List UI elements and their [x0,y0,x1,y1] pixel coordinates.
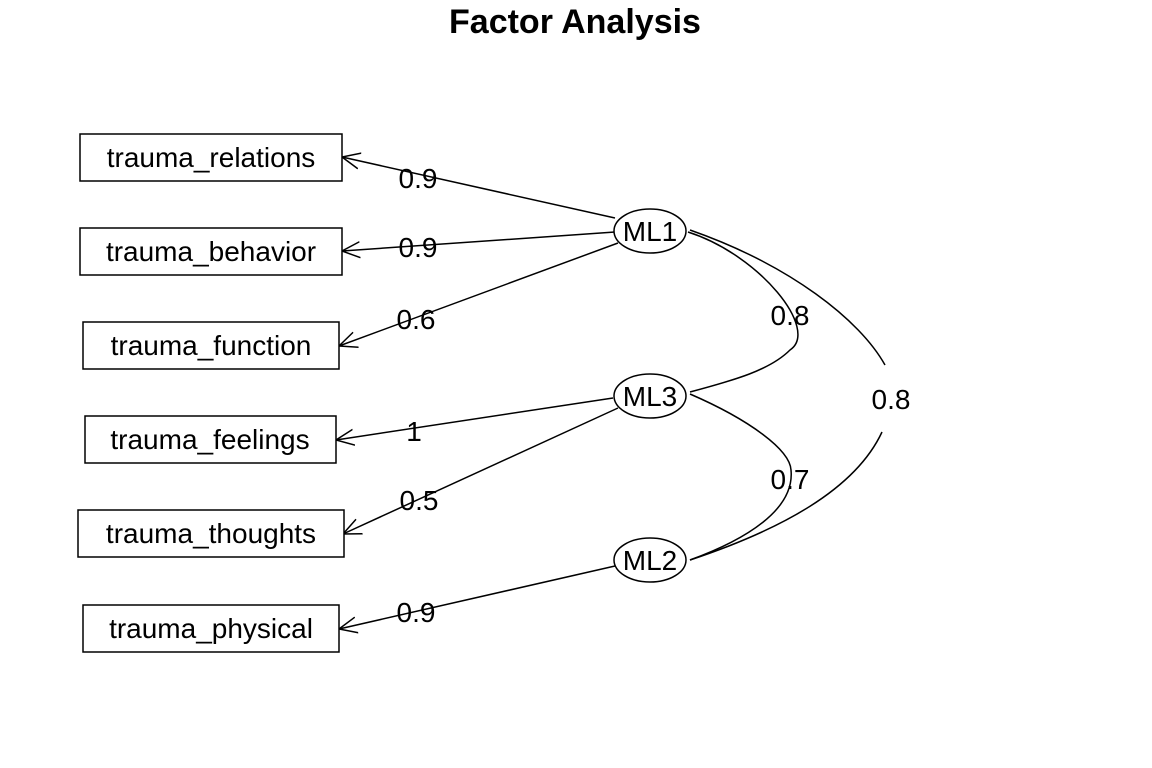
variable-node-relations: trauma_relations [79,133,343,182]
correlation-curve-ml3-ml2 [689,393,792,561]
factor-node-ml2: ML2 [613,537,687,583]
loading-label-ml3-feelings: 1 [406,416,422,447]
variable-label: trauma_function [111,330,312,361]
factor-label: ML3 [623,381,677,412]
loading-label-ml1-behavior: 0.9 [399,232,438,263]
loading-label-ml1-relations: 0.9 [399,163,438,194]
factor-label: ML1 [623,216,677,247]
variable-node-thoughts: trauma_thoughts [77,509,345,558]
correlation-edges [687,229,886,561]
variable-label: trauma_relations [107,142,316,173]
correlation-label-ml1-ml2: 0.8 [872,384,911,415]
correlation-curve-ml1-ml2 [689,229,886,561]
variable-label: trauma_thoughts [106,518,316,549]
variable-node-physical: trauma_physical [82,604,340,653]
loading-edge-ml1-relations [342,157,616,219]
diagram-title: Factor Analysis [449,3,701,41]
correlation-curve-ml1-ml3 [687,231,799,393]
variable-node-function: trauma_function [82,321,340,370]
factor-node-ml1: ML1 [613,208,687,254]
factor-node-ml3: ML3 [613,373,687,419]
variable-label: trauma_physical [109,613,313,644]
loading-label-ml1-function: 0.6 [397,304,436,335]
loading-labels: 0.9 0.9 0.6 1 0.5 0.9 [397,163,439,628]
variable-node-behavior: trauma_behavior [79,227,343,276]
variable-node-feelings: trauma_feelings [84,415,337,464]
variable-label: trauma_behavior [106,236,316,267]
correlation-label-ml3-ml2: 0.7 [771,464,810,495]
variable-label: trauma_feelings [110,424,309,455]
factor-label: ML2 [623,545,677,576]
loading-edges [336,157,619,629]
correlation-label-ml1-ml3: 0.8 [771,300,810,331]
loading-label-ml3-thoughts: 0.5 [400,485,439,516]
loading-edge-ml2-physical [339,565,616,629]
loading-label-ml2-physical: 0.9 [397,597,436,628]
correlation-labels: 0.8 0.7 0.8 [771,300,911,495]
loading-edge-ml1-behavior [342,231,616,251]
loading-edge-ml3-feelings [336,397,614,440]
loading-edge-ml1-function [339,242,619,346]
loading-edge-ml3-thoughts [343,407,619,534]
